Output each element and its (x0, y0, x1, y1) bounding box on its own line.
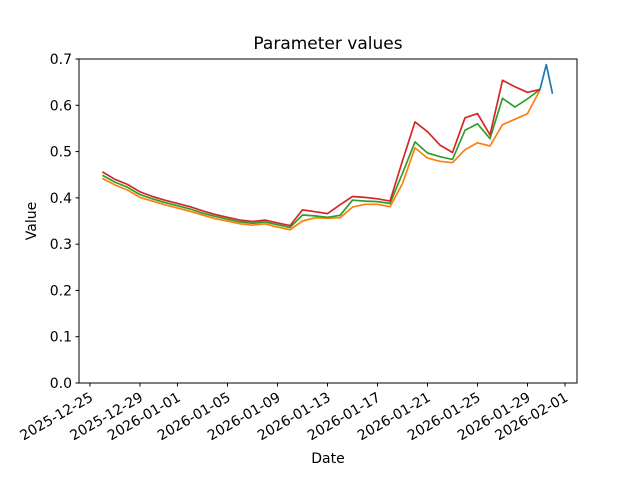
y-tick-label: 0.4 (50, 191, 72, 207)
y-tick-label: 0.0 (50, 376, 72, 392)
plot-area-border (78, 58, 578, 384)
y-tick-label: 0.1 (50, 330, 72, 346)
series-line-blue (539, 63, 554, 94)
series-lines (101, 63, 554, 231)
y-tick-label: 0.7 (50, 52, 72, 68)
y-tick-label: 0.5 (50, 145, 72, 161)
axis-ticks: 0.00.10.20.30.40.50.60.72025-12-252025-1… (17, 52, 571, 444)
y-tick-label: 0.2 (50, 283, 72, 299)
x-axis-label: Date (311, 451, 344, 467)
chart-title: Parameter values (253, 34, 402, 54)
series-line-green (101, 88, 541, 229)
series-line-red (101, 79, 541, 227)
y-tick-label: 0.3 (50, 237, 72, 253)
series-line-orange (102, 89, 541, 231)
y-axis-label: Value (24, 202, 40, 240)
y-tick-label: 0.6 (50, 98, 72, 114)
